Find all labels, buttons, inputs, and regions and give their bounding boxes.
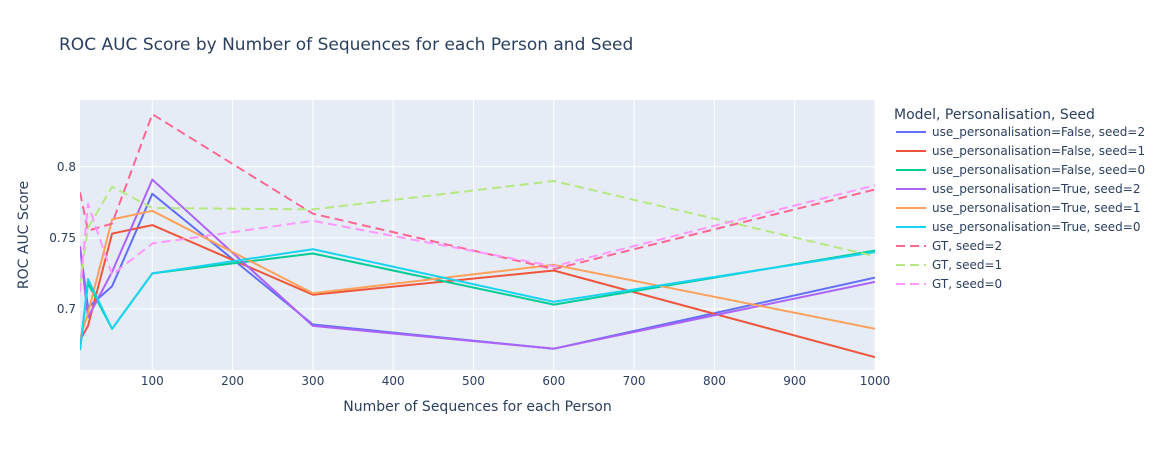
x-tick-label: 700 — [623, 374, 646, 388]
x-tick-label: 800 — [703, 374, 726, 388]
legend-label: use_personalisation=True, seed=0 — [932, 220, 1140, 234]
series-line-8 — [80, 184, 875, 292]
x-tick-label: 200 — [221, 374, 244, 388]
x-axis-ticks: 100 200 300 400 500 600 700 800 900 1000 — [141, 374, 890, 388]
x-tick-label: 1000 — [860, 374, 891, 388]
legend-label: GT, seed=0 — [932, 277, 1002, 291]
x-tick-label: 300 — [301, 374, 324, 388]
series-line-5 — [80, 248, 875, 351]
legend-label: GT, seed=2 — [932, 239, 1002, 253]
series-lines — [80, 113, 875, 359]
x-tick-label: 900 — [783, 374, 806, 388]
legend-item-0[interactable]: use_personalisation=False, seed=2 — [896, 125, 1145, 139]
chart-title: ROC AUC Score by Number of Sequences for… — [59, 35, 633, 55]
legend: Model, Personalisation, Seed use_persona… — [894, 107, 1145, 291]
legend-label: use_personalisation=False, seed=2 — [932, 125, 1145, 139]
legend-item-4[interactable]: use_personalisation=True, seed=1 — [896, 201, 1140, 215]
legend-label: use_personalisation=False, seed=1 — [932, 144, 1145, 158]
legend-label: use_personalisation=True, seed=1 — [932, 201, 1140, 215]
x-tick-label: 400 — [382, 374, 405, 388]
legend-item-7[interactable]: GT, seed=1 — [896, 258, 1002, 272]
y-axis-ticks: 0.7 0.75 0.8 — [49, 160, 76, 316]
legend-label: GT, seed=1 — [932, 258, 1002, 272]
series-line-4 — [80, 209, 875, 339]
legend-title: Model, Personalisation, Seed — [894, 107, 1095, 123]
legend-item-8[interactable]: GT, seed=0 — [896, 277, 1002, 291]
legend-item-1[interactable]: use_personalisation=False, seed=1 — [896, 144, 1145, 158]
y-tick-label: 0.8 — [57, 160, 76, 174]
series-line-6 — [80, 113, 875, 271]
legend-item-2[interactable]: use_personalisation=False, seed=0 — [896, 163, 1145, 177]
legend-item-3[interactable]: use_personalisation=True, seed=2 — [896, 182, 1140, 196]
series-line-1 — [80, 224, 875, 359]
x-tick-label: 500 — [462, 374, 485, 388]
x-axis-title: Number of Sequences for each Person — [343, 399, 611, 415]
y-tick-label: 0.7 — [57, 302, 76, 316]
legend-item-5[interactable]: use_personalisation=True, seed=0 — [896, 220, 1140, 234]
y-axis-title: ROC AUC Score — [16, 181, 32, 289]
x-tick-label: 600 — [542, 374, 565, 388]
y-tick-label: 0.75 — [49, 231, 76, 245]
x-tick-label: 100 — [141, 374, 164, 388]
legend-label: use_personalisation=True, seed=2 — [932, 182, 1140, 196]
legend-label: use_personalisation=False, seed=0 — [932, 163, 1145, 177]
legend-item-6[interactable]: GT, seed=2 — [896, 239, 1002, 253]
series-line-3 — [80, 178, 875, 350]
series-line-7 — [80, 180, 875, 284]
